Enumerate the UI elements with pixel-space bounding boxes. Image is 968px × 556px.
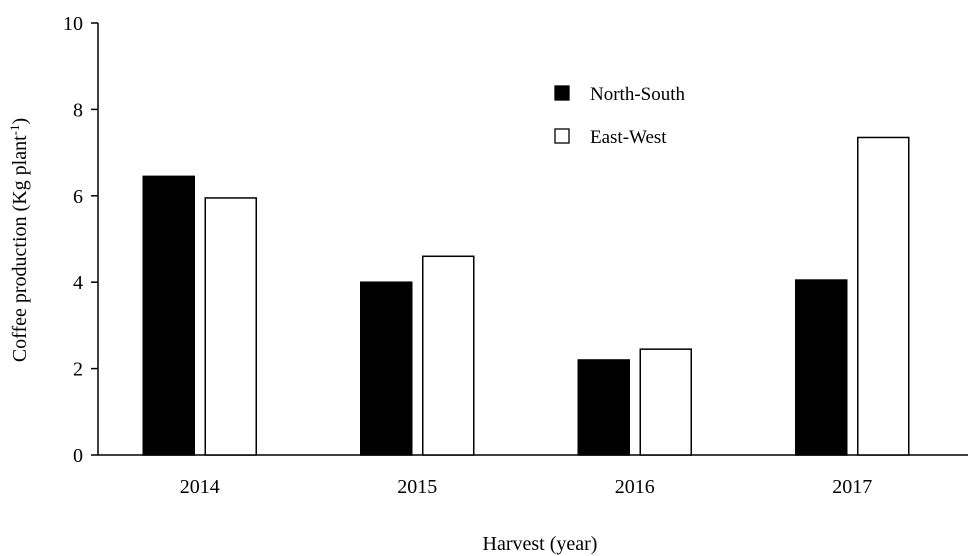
legend-label: East-West	[590, 127, 667, 148]
y-axis-title-superscript: -1	[7, 125, 22, 136]
x-tick-label: 2016	[615, 476, 655, 498]
y-tick-label: 2	[73, 359, 83, 381]
legend-swatch-east-west	[554, 128, 570, 144]
bar-north-south-2017	[795, 279, 848, 456]
x-tick-label: 2015	[397, 476, 437, 498]
y-tick-label: 10	[63, 13, 83, 35]
x-axis: 2014 2015 2016 2017	[98, 454, 968, 498]
x-axis-title: Harvest (year)	[483, 533, 598, 555]
bar-north-south-2015	[360, 281, 413, 456]
y-tick-label: 8	[73, 99, 83, 121]
bar-east-west-2014	[204, 197, 257, 456]
y-axis: 0 2 4 6 8 10	[63, 13, 99, 467]
y-tick-label: 4	[73, 272, 83, 294]
y-axis-title-close: )	[9, 118, 31, 125]
bar-north-south-2014	[142, 175, 195, 456]
y-axis-title: Coffee production (Kg plant-1)	[7, 118, 31, 362]
bar-east-west-2015	[422, 255, 475, 456]
bar-east-west-2017	[857, 136, 910, 456]
y-tick-label: 0	[73, 445, 83, 467]
legend-swatch-north-south	[554, 85, 570, 101]
bars	[142, 136, 910, 456]
bar-east-west-2016	[639, 348, 692, 456]
bar-north-south-2016	[577, 359, 630, 456]
legend: North-South East-West	[554, 84, 686, 148]
y-axis-title-main: Coffee production (Kg plant	[9, 135, 31, 362]
x-tick-label: 2014	[180, 476, 220, 498]
legend-label: North-South	[590, 84, 686, 105]
x-tick-label: 2017	[832, 476, 872, 498]
y-tick-label: 6	[73, 186, 83, 208]
